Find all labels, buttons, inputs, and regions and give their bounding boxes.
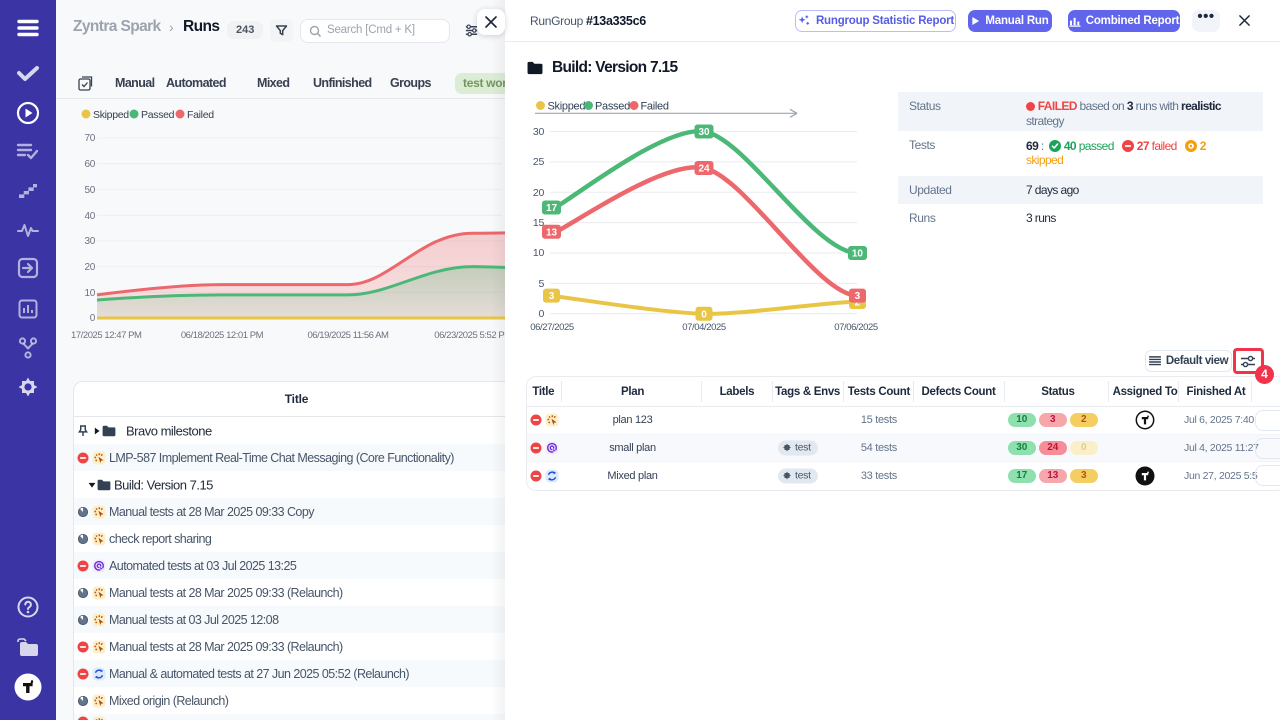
svg-text:Skipped: Skipped xyxy=(93,109,129,121)
svg-text:06/27/2025: 06/27/2025 xyxy=(530,322,574,333)
svg-text:13: 13 xyxy=(546,227,558,238)
svg-text:17/2025 12:47 PM: 17/2025 12:47 PM xyxy=(71,330,142,341)
svg-text:20: 20 xyxy=(533,187,545,199)
svg-text:70: 70 xyxy=(84,133,95,144)
svg-text:40: 40 xyxy=(84,211,95,222)
svg-text:60: 60 xyxy=(84,159,95,170)
svg-text:06/18/2025 12:01 PM: 06/18/2025 12:01 PM xyxy=(181,330,264,341)
svg-text:0: 0 xyxy=(90,313,96,324)
svg-text:10: 10 xyxy=(533,247,545,259)
svg-text:Skipped: Skipped xyxy=(548,101,586,113)
svg-text:24: 24 xyxy=(698,164,710,175)
svg-text:15: 15 xyxy=(533,217,545,229)
svg-text:30: 30 xyxy=(533,126,545,138)
svg-text:10: 10 xyxy=(84,288,95,299)
svg-text:Failed: Failed xyxy=(641,101,669,113)
svg-text:Passed: Passed xyxy=(595,101,630,113)
svg-text:07/06/2025: 07/06/2025 xyxy=(834,322,878,333)
svg-text:Passed: Passed xyxy=(141,109,175,121)
svg-text:30: 30 xyxy=(84,236,95,247)
svg-text:06/23/2025 5:52 PM: 06/23/2025 5:52 PM xyxy=(434,330,505,341)
svg-text:17: 17 xyxy=(546,203,558,214)
svg-text:50: 50 xyxy=(84,185,95,196)
svg-text:06/19/2025 11:56 AM: 06/19/2025 11:56 AM xyxy=(307,330,389,341)
svg-text:30: 30 xyxy=(698,127,710,138)
svg-text:3: 3 xyxy=(855,291,861,302)
svg-text:Failed: Failed xyxy=(187,109,214,121)
svg-text:2: 2 xyxy=(855,298,861,309)
svg-text:5: 5 xyxy=(538,278,544,290)
svg-text:10: 10 xyxy=(852,249,864,260)
svg-text:25: 25 xyxy=(533,156,545,168)
svg-text:0: 0 xyxy=(701,309,707,320)
svg-text:07/04/2025: 07/04/2025 xyxy=(682,322,726,333)
svg-text:3: 3 xyxy=(549,291,555,302)
svg-text:0: 0 xyxy=(538,308,544,320)
svg-text:20: 20 xyxy=(84,262,95,273)
